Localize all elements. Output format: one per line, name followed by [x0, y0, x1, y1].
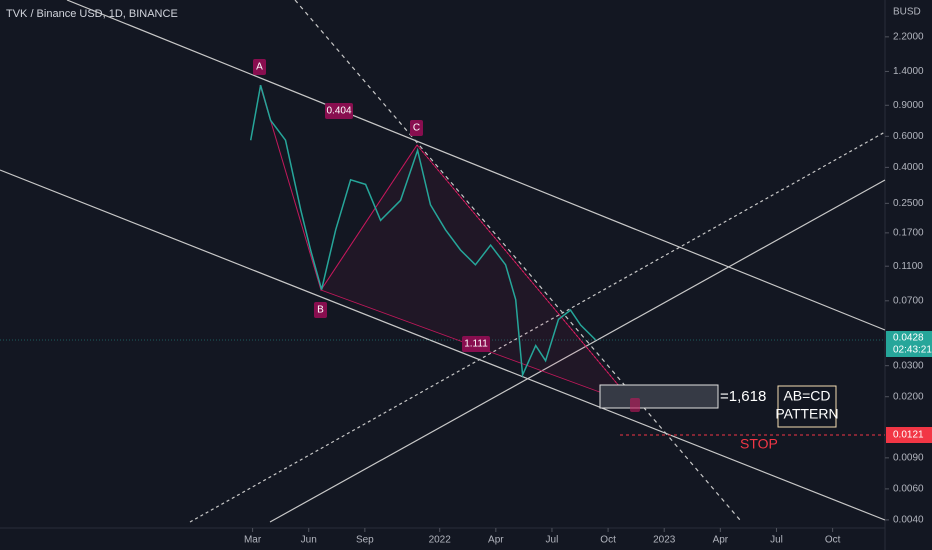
stop-label: STOP	[740, 436, 778, 452]
y-tick-label: 0.0060	[893, 484, 924, 495]
x-tick-label: 2022	[429, 535, 452, 546]
pattern-label: PATTERN	[775, 406, 838, 422]
x-tick-label: Oct	[600, 535, 616, 546]
y-tick-label: 0.6000	[893, 131, 924, 142]
plot	[249, 84, 597, 378]
x-tick-label: Jul	[770, 535, 783, 546]
price-tag	[886, 331, 932, 357]
label-box	[325, 103, 353, 119]
y-tick-label: 0.0200	[893, 391, 924, 402]
label-box	[410, 120, 423, 136]
channel-lower	[0, 169, 886, 521]
dotted-trend	[189, 131, 886, 523]
pattern-label: AB=CD	[783, 388, 830, 404]
x-tick-label: Oct	[825, 535, 841, 546]
ratio-label: 0.404	[326, 106, 351, 117]
y-tick-label: 0.0090	[893, 452, 924, 463]
y-tick-label: 0.1100	[893, 261, 923, 272]
point-d	[630, 398, 640, 412]
y-tick-label: 2.2000	[893, 31, 924, 42]
label-box	[253, 59, 266, 75]
axis-unit: BUSD	[893, 7, 921, 18]
x-tick-label: Apr	[713, 535, 729, 546]
price-line-series	[249, 84, 597, 378]
chart-title: TVK / Binance USD, 1D, BINANCE	[6, 8, 178, 20]
rising-trend	[269, 179, 886, 523]
point-label: B	[317, 305, 324, 316]
dashed-trend	[294, 0, 741, 521]
y-tick-label: 0.4000	[893, 162, 924, 173]
y-tick-label: 0.0040	[893, 515, 924, 526]
x-tick-label: Jun	[301, 535, 317, 546]
y-tick-label: 0.9000	[893, 100, 924, 111]
ratio-label: 1.111	[464, 339, 488, 350]
y-tick-label: 0.0300	[893, 360, 924, 371]
axes: 2.2000 1.4000 0.9000 0.6000 0.4000 0.2500 0.17…	[244, 31, 924, 545]
x-tick-label: Sep	[356, 535, 374, 546]
pattern-box	[777, 385, 837, 428]
y-tick-label: 0.1700	[893, 228, 924, 239]
x-tick-label: Mar	[244, 535, 262, 546]
point-label: C	[413, 123, 420, 134]
target-zone	[599, 384, 719, 409]
countdown-label: 02:43:21	[893, 345, 932, 356]
channel-upper	[66, 0, 886, 331]
stop-tag-label: 0.0121	[893, 430, 924, 441]
point-label: A	[256, 62, 263, 73]
y-tick-label: 1.4000	[893, 66, 924, 77]
x-tick-label: Jul	[546, 535, 559, 546]
y-tick-label: 0.2500	[893, 198, 924, 209]
ratio-label: =1,618	[720, 388, 766, 405]
stop-tag	[886, 427, 932, 443]
x-tick-label: 2023	[653, 535, 676, 546]
price-tag-label: 0.0428	[893, 333, 924, 344]
cd-line	[416, 144, 636, 406]
x-tick-label: Apr	[488, 535, 504, 546]
y-tick-label: 0.0700	[893, 295, 924, 306]
label-box	[314, 302, 327, 318]
label-box	[462, 336, 490, 352]
